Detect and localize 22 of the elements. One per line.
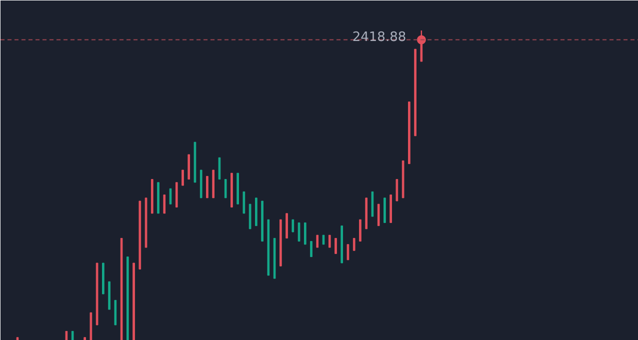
candlestick	[310, 241, 312, 258]
candlestick	[298, 222, 300, 242]
candlestick	[169, 188, 172, 205]
candlestick	[292, 219, 294, 233]
candlestick	[163, 194, 166, 214]
candlestick	[328, 234, 331, 248]
candlestick	[206, 176, 208, 198]
annotation: 2418.88	[352, 30, 406, 45]
candlestick	[218, 157, 221, 180]
candlestick	[346, 244, 350, 260]
candlestick	[242, 191, 246, 214]
candlestick	[224, 178, 227, 198]
candlestick	[420, 30, 423, 62]
candlestick	[359, 219, 362, 242]
candlestick	[377, 204, 380, 226]
candlestick	[322, 234, 325, 245]
candlestick	[396, 179, 398, 202]
candlestick	[316, 234, 319, 248]
candlestick	[352, 238, 356, 252]
candlestick	[182, 170, 184, 186]
candlestick	[334, 238, 337, 254]
candlestick	[304, 222, 306, 245]
